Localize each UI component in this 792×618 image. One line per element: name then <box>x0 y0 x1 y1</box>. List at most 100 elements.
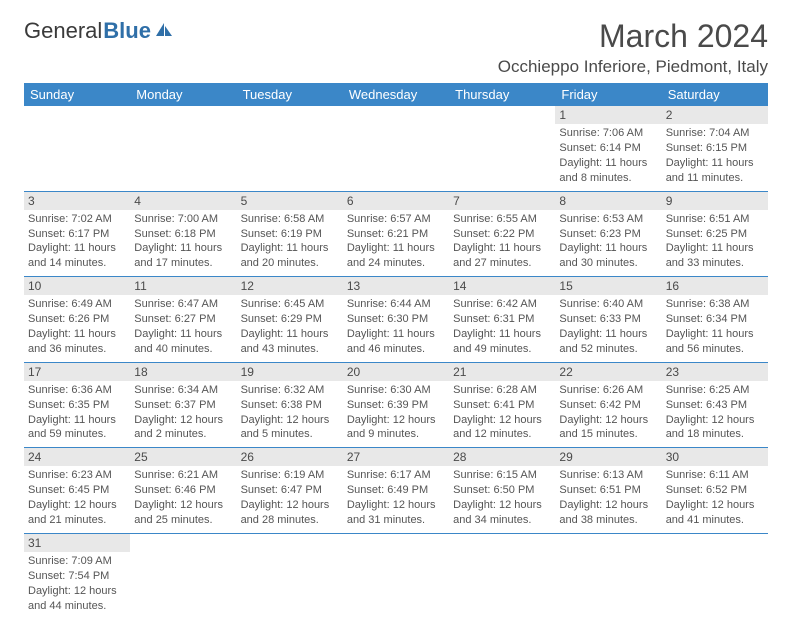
sunset-text: Sunset: 7:54 PM <box>28 569 126 584</box>
day-number: 17 <box>24 363 130 381</box>
daylight-text-1: Daylight: 12 hours <box>559 413 657 428</box>
daylight-text-1: Daylight: 11 hours <box>453 241 551 256</box>
day-content: Sunrise: 6:47 AMSunset: 6:27 PMDaylight:… <box>130 295 236 361</box>
daylight-text-1: Daylight: 12 hours <box>134 498 232 513</box>
daylight-text-1: Daylight: 12 hours <box>28 584 126 599</box>
day-content: Sunrise: 6:53 AMSunset: 6:23 PMDaylight:… <box>555 210 661 276</box>
daylight-text-1: Daylight: 12 hours <box>453 498 551 513</box>
sunset-text: Sunset: 6:21 PM <box>347 227 445 242</box>
sunset-text: Sunset: 6:30 PM <box>347 312 445 327</box>
daylight-text-2: and 8 minutes. <box>559 171 657 186</box>
sunset-text: Sunset: 6:31 PM <box>453 312 551 327</box>
sunset-text: Sunset: 6:35 PM <box>28 398 126 413</box>
sunset-text: Sunset: 6:38 PM <box>241 398 339 413</box>
day-content: Sunrise: 7:02 AMSunset: 6:17 PMDaylight:… <box>24 210 130 276</box>
calendar-cell: 23Sunrise: 6:25 AMSunset: 6:43 PMDayligh… <box>662 362 768 448</box>
daylight-text-1: Daylight: 11 hours <box>134 327 232 342</box>
day-content: Sunrise: 6:26 AMSunset: 6:42 PMDaylight:… <box>555 381 661 447</box>
day-content: Sunrise: 6:38 AMSunset: 6:34 PMDaylight:… <box>662 295 768 361</box>
day-number: 16 <box>662 277 768 295</box>
sunset-text: Sunset: 6:22 PM <box>453 227 551 242</box>
sunrise-text: Sunrise: 6:38 AM <box>666 297 764 312</box>
daylight-text-1: Daylight: 11 hours <box>666 241 764 256</box>
day-number: 14 <box>449 277 555 295</box>
calendar-cell <box>130 106 236 191</box>
daylight-text-2: and 9 minutes. <box>347 427 445 442</box>
sunrise-text: Sunrise: 6:25 AM <box>666 383 764 398</box>
logo: GeneralBlue <box>24 18 174 44</box>
day-number: 10 <box>24 277 130 295</box>
calendar-cell: 15Sunrise: 6:40 AMSunset: 6:33 PMDayligh… <box>555 277 661 363</box>
sunset-text: Sunset: 6:49 PM <box>347 483 445 498</box>
sunrise-text: Sunrise: 6:17 AM <box>347 468 445 483</box>
sunrise-text: Sunrise: 6:57 AM <box>347 212 445 227</box>
calendar-cell: 21Sunrise: 6:28 AMSunset: 6:41 PMDayligh… <box>449 362 555 448</box>
daylight-text-1: Daylight: 12 hours <box>241 413 339 428</box>
calendar-cell <box>449 106 555 191</box>
sunrise-text: Sunrise: 6:47 AM <box>134 297 232 312</box>
day-number: 15 <box>555 277 661 295</box>
sunrise-text: Sunrise: 7:09 AM <box>28 554 126 569</box>
sunset-text: Sunset: 6:47 PM <box>241 483 339 498</box>
sunrise-text: Sunrise: 7:02 AM <box>28 212 126 227</box>
daylight-text-2: and 43 minutes. <box>241 342 339 357</box>
day-content: Sunrise: 7:04 AMSunset: 6:15 PMDaylight:… <box>662 124 768 190</box>
calendar-cell <box>555 533 661 618</box>
daylight-text-1: Daylight: 12 hours <box>347 498 445 513</box>
sunset-text: Sunset: 6:51 PM <box>559 483 657 498</box>
calendar-cell: 11Sunrise: 6:47 AMSunset: 6:27 PMDayligh… <box>130 277 236 363</box>
calendar-cell <box>343 106 449 191</box>
day-number: 1 <box>555 106 661 124</box>
day-of-week-header-row: SundayMondayTuesdayWednesdayThursdayFrid… <box>24 83 768 106</box>
sunset-text: Sunset: 6:50 PM <box>453 483 551 498</box>
day-number: 26 <box>237 448 343 466</box>
daylight-text-2: and 11 minutes. <box>666 171 764 186</box>
sunset-text: Sunset: 6:19 PM <box>241 227 339 242</box>
day-content: Sunrise: 6:40 AMSunset: 6:33 PMDaylight:… <box>555 295 661 361</box>
sunrise-text: Sunrise: 6:30 AM <box>347 383 445 398</box>
day-content: Sunrise: 6:44 AMSunset: 6:30 PMDaylight:… <box>343 295 449 361</box>
day-number: 31 <box>24 534 130 552</box>
calendar-cell <box>24 106 130 191</box>
calendar-cell: 6Sunrise: 6:57 AMSunset: 6:21 PMDaylight… <box>343 191 449 277</box>
day-number: 29 <box>555 448 661 466</box>
day-number: 19 <box>237 363 343 381</box>
day-content: Sunrise: 6:19 AMSunset: 6:47 PMDaylight:… <box>237 466 343 532</box>
day-of-week-header: Monday <box>130 83 236 106</box>
calendar-cell: 12Sunrise: 6:45 AMSunset: 6:29 PMDayligh… <box>237 277 343 363</box>
day-of-week-header: Tuesday <box>237 83 343 106</box>
day-number: 22 <box>555 363 661 381</box>
logo-sail-icon <box>154 22 174 38</box>
day-content: Sunrise: 6:34 AMSunset: 6:37 PMDaylight:… <box>130 381 236 447</box>
sunrise-text: Sunrise: 6:32 AM <box>241 383 339 398</box>
daylight-text-1: Daylight: 11 hours <box>559 327 657 342</box>
sunrise-text: Sunrise: 6:36 AM <box>28 383 126 398</box>
sunset-text: Sunset: 6:29 PM <box>241 312 339 327</box>
calendar-week-row: 31 Sunrise: 7:09 AMSunset: 7:54 PMDayligh… <box>24 533 768 618</box>
sunrise-text: Sunrise: 6:23 AM <box>28 468 126 483</box>
sunrise-text: Sunrise: 6:13 AM <box>559 468 657 483</box>
sunrise-text: Sunrise: 6:42 AM <box>453 297 551 312</box>
logo-text-blue: Blue <box>103 18 151 44</box>
daylight-text-2: and 5 minutes. <box>241 427 339 442</box>
day-number: 2 <box>662 106 768 124</box>
sunrise-text: Sunrise: 6:34 AM <box>134 383 232 398</box>
daylight-text-1: Daylight: 12 hours <box>134 413 232 428</box>
daylight-text-2: and 2 minutes. <box>134 427 232 442</box>
daylight-text-2: and 36 minutes. <box>28 342 126 357</box>
sunrise-text: Sunrise: 6:49 AM <box>28 297 126 312</box>
day-number: 9 <box>662 192 768 210</box>
day-number: 6 <box>343 192 449 210</box>
daylight-text-1: Daylight: 12 hours <box>559 498 657 513</box>
day-content: Sunrise: 6:15 AMSunset: 6:50 PMDaylight:… <box>449 466 555 532</box>
day-content: Sunrise: 6:21 AMSunset: 6:46 PMDaylight:… <box>130 466 236 532</box>
calendar-cell: 2Sunrise: 7:04 AMSunset: 6:15 PMDaylight… <box>662 106 768 191</box>
sunrise-text: Sunrise: 6:28 AM <box>453 383 551 398</box>
daylight-text-2: and 21 minutes. <box>28 513 126 528</box>
day-content: Sunrise: 6:36 AMSunset: 6:35 PMDaylight:… <box>24 381 130 447</box>
daylight-text-2: and 14 minutes. <box>28 256 126 271</box>
calendar-cell: 29 Sunrise: 6:13 AMSunset: 6:51 PMDayligh… <box>555 448 661 534</box>
daylight-text-1: Daylight: 12 hours <box>347 413 445 428</box>
day-content: Sunrise: 6:17 AMSunset: 6:49 PMDaylight:… <box>343 466 449 532</box>
day-content: Sunrise: 6:32 AMSunset: 6:38 PMDaylight:… <box>237 381 343 447</box>
